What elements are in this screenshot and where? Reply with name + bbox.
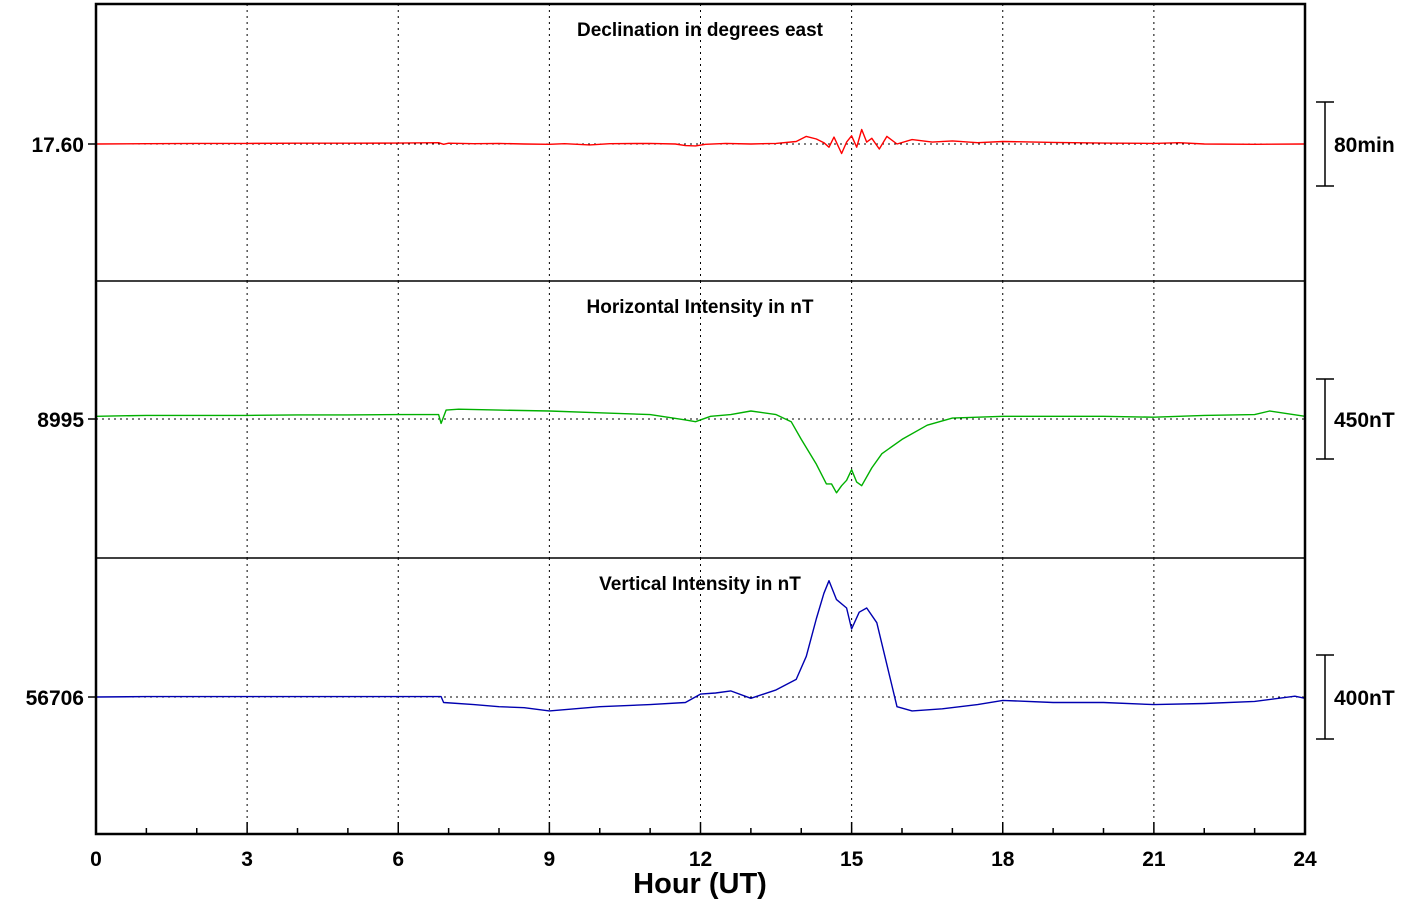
x-tick-label: 9 [544, 848, 556, 871]
x-tick-label: 15 [840, 848, 864, 871]
x-tick-label: 0 [90, 848, 102, 871]
baseline-value-label: 8995 [37, 409, 84, 432]
scale-label: 400nT [1334, 687, 1395, 710]
x-axis-title: Hour (UT) [633, 868, 767, 900]
x-tick-label: 12 [689, 848, 712, 871]
x-tick-label: 3 [241, 848, 253, 871]
panel-2: Horizontal Intensity in nT 8995 450nT [37, 280, 1395, 558]
baseline-value-label: 56706 [26, 687, 84, 710]
baseline-value-label: 17.60 [31, 134, 84, 157]
panel-1: Declination in degrees east 17.60 80min [31, 4, 1395, 281]
scale-label: 450nT [1334, 409, 1395, 432]
panel-title: Vertical Intensity in nT [599, 574, 801, 595]
x-tick-label: 6 [392, 848, 404, 871]
panel-title: Horizontal Intensity in nT [587, 297, 814, 318]
x-tick-label: 24 [1293, 848, 1317, 871]
series-line-3 [95, 580, 1306, 712]
x-axis: 0 3 6 9 12 15 18 21 24 [90, 2, 1317, 871]
panel-3: Vertical Intensity in nT 56706 400nT [26, 557, 1395, 835]
series-line-1 [95, 128, 1306, 155]
scale-label: 80min [1334, 134, 1395, 157]
series-line-2 [95, 408, 1306, 494]
x-tick-label: 18 [991, 848, 1015, 871]
x-tick-label: 21 [1142, 848, 1166, 871]
panels-group: Declination in degrees east 17.60 80min Hor… [26, 4, 1395, 835]
panel-title: Declination in degrees east [577, 20, 824, 41]
